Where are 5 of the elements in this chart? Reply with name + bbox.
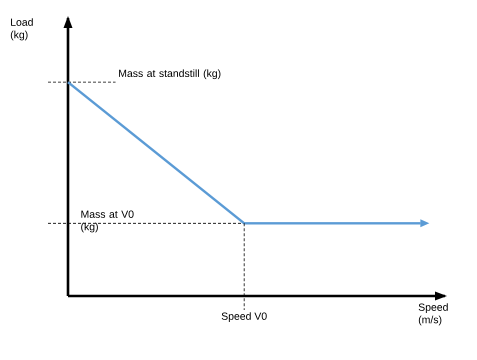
x-axis-title: Speed (m/s) bbox=[418, 303, 448, 326]
ref-line-label: Mass at standstill (kg) bbox=[119, 69, 220, 80]
ref-line-label: Mass at V0 (kg) bbox=[81, 210, 134, 232]
text: Load (kg) bbox=[10, 18, 33, 40]
text: Speed V0 bbox=[222, 312, 267, 322]
